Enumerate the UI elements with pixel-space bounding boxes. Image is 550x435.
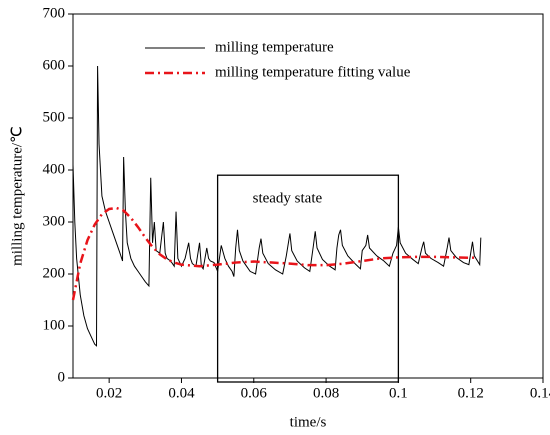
y-tick-label: 500 <box>43 109 66 125</box>
y-tick-label: 200 <box>43 265 66 281</box>
y-axis-label: milling temperature/℃ <box>9 126 25 266</box>
x-tick-label: 0.06 <box>241 385 268 401</box>
x-tick-label: 0.02 <box>96 385 122 401</box>
y-tick-label: 100 <box>43 317 66 333</box>
series-line <box>71 206 479 301</box>
y-tick-label: 600 <box>43 57 66 73</box>
steady-state-box <box>216 174 400 383</box>
plot-frame <box>72 13 544 379</box>
x-tick-label: 0.1 <box>389 385 408 401</box>
x-axis-label: time/s <box>290 414 327 430</box>
x-tick-label: 0.08 <box>313 385 339 401</box>
legend-label: milling temperature <box>215 39 334 55</box>
y-tick-label: 400 <box>43 161 66 177</box>
annotation-text: steady state <box>253 191 323 207</box>
series-line <box>72 65 482 347</box>
y-tick-label: 300 <box>43 213 66 229</box>
legend-label: milling temperature fitting value <box>215 64 411 80</box>
x-tick-label: 0.12 <box>458 385 484 401</box>
y-tick-label: 700 <box>43 5 66 21</box>
x-tick-label: 0.14 <box>530 385 550 401</box>
x-tick-label: 0.04 <box>168 385 195 401</box>
y-tick-label: 0 <box>58 369 66 385</box>
